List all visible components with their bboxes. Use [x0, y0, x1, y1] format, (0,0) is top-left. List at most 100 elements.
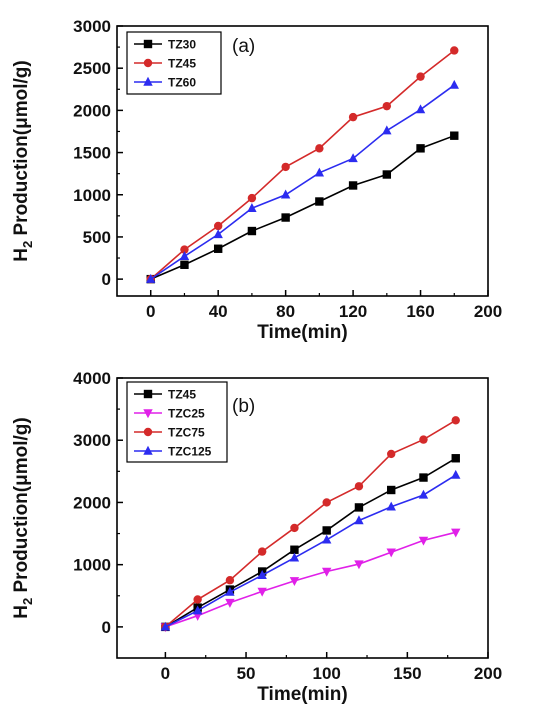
- y-tick-label: 0: [102, 270, 111, 289]
- legend-item-tzc25: TZC25: [134, 407, 205, 421]
- y-axis-title: H2 Production(μmol/g): [11, 60, 35, 261]
- data-point: [354, 515, 364, 525]
- legend-item-tz45: TZ45: [134, 57, 196, 71]
- data-point: [290, 545, 299, 554]
- legend-label: TZC75: [168, 426, 205, 440]
- panel-label: (b): [232, 396, 255, 417]
- series-tzc25: [160, 528, 461, 633]
- plot-frame: [116, 25, 489, 297]
- series-line: [164, 457, 457, 628]
- x-tick-label: 40: [209, 302, 228, 321]
- data-point: [225, 586, 235, 596]
- legend: TZ45 TZC25 TZC75 TZC125: [126, 381, 228, 463]
- legend-marker: [143, 389, 153, 399]
- series-line: [165, 474, 457, 628]
- data-point: [322, 526, 331, 535]
- legend-marker: [143, 76, 153, 86]
- data-point: [450, 46, 459, 55]
- y-axis-title: H2 Production(μmol/g): [11, 417, 35, 618]
- x-axis-title: Time(min): [257, 322, 347, 343]
- data-point: [213, 221, 223, 231]
- data-point: [348, 181, 358, 190]
- legend-label: TZC125: [168, 445, 212, 459]
- legend-label: TZ45: [168, 388, 196, 402]
- data-point: [247, 203, 257, 212]
- chart-a: 0 40 80 120 160 200050010001500200025003000Ti…: [11, 17, 502, 343]
- x-tick-label: 120: [339, 302, 367, 321]
- x-tick-label: 200: [474, 302, 502, 321]
- data-point: [321, 567, 332, 577]
- series-tz30: [146, 131, 459, 284]
- legend-item-tzc125: TZC125: [134, 445, 212, 459]
- data-point: [449, 79, 459, 89]
- data-point: [193, 595, 202, 604]
- y-tick-label: 3000: [73, 17, 111, 36]
- data-point: [289, 577, 300, 587]
- data-point: [180, 260, 189, 269]
- x-tick-label: 80: [276, 302, 295, 321]
- data-point: [213, 229, 223, 239]
- y-tick-label: 1000: [73, 186, 111, 205]
- data-point: [146, 273, 156, 283]
- y-tick-label: 1000: [73, 556, 111, 575]
- legend-label: TZC25: [168, 407, 205, 421]
- data-point: [322, 498, 331, 507]
- legend-label: TZ30: [168, 38, 196, 52]
- data-point: [281, 213, 290, 222]
- data-point: [321, 534, 332, 544]
- data-point: [418, 489, 429, 499]
- data-point: [315, 197, 324, 206]
- x-axis-title: Time(min): [257, 684, 347, 705]
- data-point: [382, 101, 392, 111]
- series-tz60: [146, 79, 459, 283]
- series-tz45: [161, 454, 460, 632]
- data-point: [451, 528, 461, 538]
- data-point: [386, 548, 396, 558]
- data-point: [280, 189, 291, 199]
- data-point: [419, 435, 428, 444]
- data-point: [281, 162, 290, 172]
- legend: TZ30 TZ45 TZ60: [126, 31, 222, 95]
- y-tick-label: 2000: [73, 493, 111, 512]
- y-tick-label: 3000: [73, 431, 111, 450]
- data-point: [382, 170, 392, 179]
- data-point: [192, 605, 203, 615]
- data-point: [419, 473, 428, 482]
- data-point: [160, 621, 171, 631]
- legend-marker: [143, 409, 153, 419]
- data-point: [179, 251, 190, 261]
- data-point: [451, 416, 460, 425]
- series-line: [150, 49, 455, 280]
- data-point: [386, 501, 396, 511]
- data-point: [257, 547, 267, 556]
- legend-item-tzc75: TZC75: [134, 426, 205, 440]
- data-point: [257, 570, 267, 579]
- data-point: [416, 72, 425, 81]
- x-tick-label: 50: [237, 664, 256, 683]
- data-point: [451, 469, 461, 479]
- x-tick-label: 100: [313, 664, 341, 683]
- data-point: [382, 125, 392, 135]
- data-point: [247, 193, 257, 203]
- legend-box: [126, 381, 228, 463]
- y-tick-label: 4000: [73, 369, 111, 388]
- data-point: [354, 503, 364, 512]
- data-point: [257, 587, 267, 597]
- x-tick-label: 0: [161, 664, 170, 683]
- y-tick-label: 500: [83, 228, 111, 247]
- y-tick-label: 1500: [73, 144, 111, 163]
- series-line: [164, 419, 457, 628]
- y-tick-label: 2000: [73, 101, 111, 120]
- data-point: [213, 244, 223, 253]
- data-point: [247, 226, 257, 236]
- data-point: [450, 131, 459, 140]
- legend-label: TZ45: [168, 57, 196, 71]
- data-point: [354, 482, 364, 491]
- legend-item-tz30: TZ30: [134, 38, 196, 52]
- x-tick-label: 160: [406, 302, 434, 321]
- series-tzc75: [161, 416, 460, 632]
- data-point: [354, 560, 364, 570]
- data-point: [387, 449, 396, 459]
- legend-item-tz60: TZ60: [134, 76, 196, 90]
